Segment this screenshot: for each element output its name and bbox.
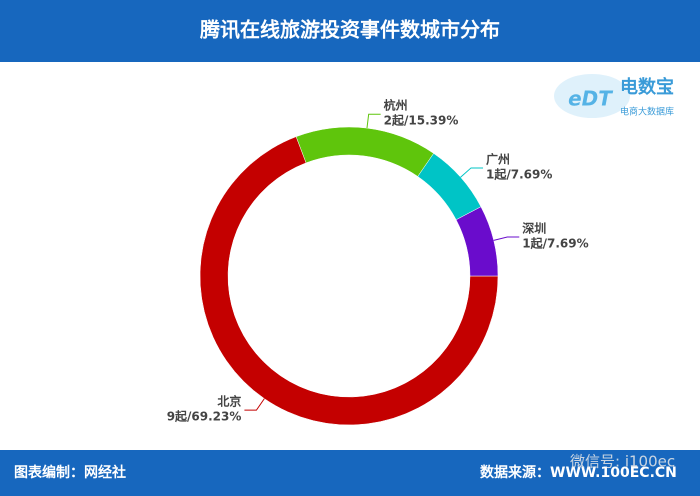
value-label: 2起/15.39% [384,113,459,128]
leader-line [244,398,265,411]
donut-slice [455,206,499,277]
donut-slice [199,136,499,426]
slice-label: 杭州 [384,98,408,113]
logo: eDT 电数宝 电商大数据库 [554,74,674,118]
value-label: 9起/69.23% [167,409,242,424]
header-bar [0,0,700,62]
donut-chart: 北京9起/69.23%杭州2起/15.39%广州1起/7.69%深圳1起/7.6… [167,98,589,426]
slice-label: 广州 [486,151,510,166]
logo-name: 电数宝 [620,76,674,98]
value-label: 1起/7.69% [486,166,552,181]
leader-line [493,236,520,241]
logo-cloud [554,74,630,118]
logo-mark: eDT [568,87,613,111]
slice-label: 北京 [217,394,241,409]
slice-label: 深圳 [522,221,546,236]
footer-bar [0,450,700,496]
value-label: 1起/7.69% [522,236,588,251]
watermark: 微信号: i100ec [570,453,675,471]
leader-line [460,167,484,178]
chart-title: 腾讯在线旅游投资事件数城市分布 [200,18,500,42]
leader-line [366,113,381,129]
logo-tagline: 电商大数据库 [620,106,674,118]
footer-credit: 图表编制：网经社 [14,464,126,481]
footer-source: 数据来源：WWW.100EC.CN [480,464,677,481]
